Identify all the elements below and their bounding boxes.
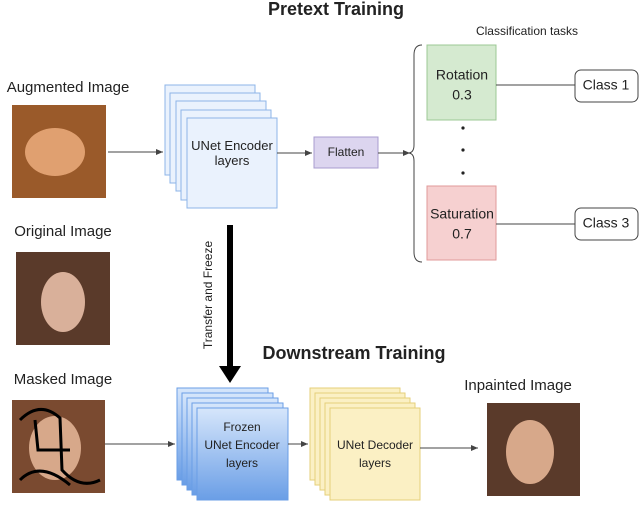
class-label: Class 3 <box>583 215 630 231</box>
image-label: Original Image <box>14 223 112 240</box>
face <box>29 416 81 480</box>
task-box <box>426 44 497 121</box>
flatten-label: Flatten <box>328 145 365 159</box>
class-label: Class 1 <box>583 77 630 93</box>
subtitle: Downstream Training <box>262 343 445 363</box>
classification-header: Classification tasks <box>476 24 578 38</box>
encoder-label-box: UNet Encoder layers <box>191 138 273 168</box>
frozen-stack <box>176 387 289 501</box>
task-value: 0.7 <box>452 226 472 242</box>
task-name: Rotation <box>436 67 488 83</box>
mask-strokes <box>18 408 101 487</box>
face <box>25 128 85 176</box>
task-name: Saturation <box>430 206 494 222</box>
class-box <box>574 69 639 103</box>
encoder-stack <box>164 84 278 209</box>
frozen-label: Frozen <box>223 420 260 434</box>
face <box>506 420 554 484</box>
frozen-label: UNet Encoder <box>204 438 279 452</box>
transfer-label: Transfer and Freeze <box>201 241 215 350</box>
face <box>41 272 85 332</box>
arrowhead <box>219 366 241 383</box>
image-label: Inpainted Image <box>464 377 572 394</box>
image-label: Augmented Image <box>7 79 130 96</box>
dots <box>461 126 465 175</box>
task-value: 0.3 <box>452 87 472 103</box>
decoder-label: layers <box>359 456 391 470</box>
title: Pretext Training <box>268 0 404 19</box>
task-box <box>426 185 497 261</box>
class-box <box>574 207 639 241</box>
encoder-label: UNet Encoder layers <box>191 138 273 168</box>
decoder-stack <box>309 387 421 501</box>
decoder-label: UNet Decoder <box>337 438 413 452</box>
image-label: Masked Image <box>14 371 112 388</box>
frozen-label: layers <box>226 456 258 470</box>
brace <box>407 44 423 263</box>
